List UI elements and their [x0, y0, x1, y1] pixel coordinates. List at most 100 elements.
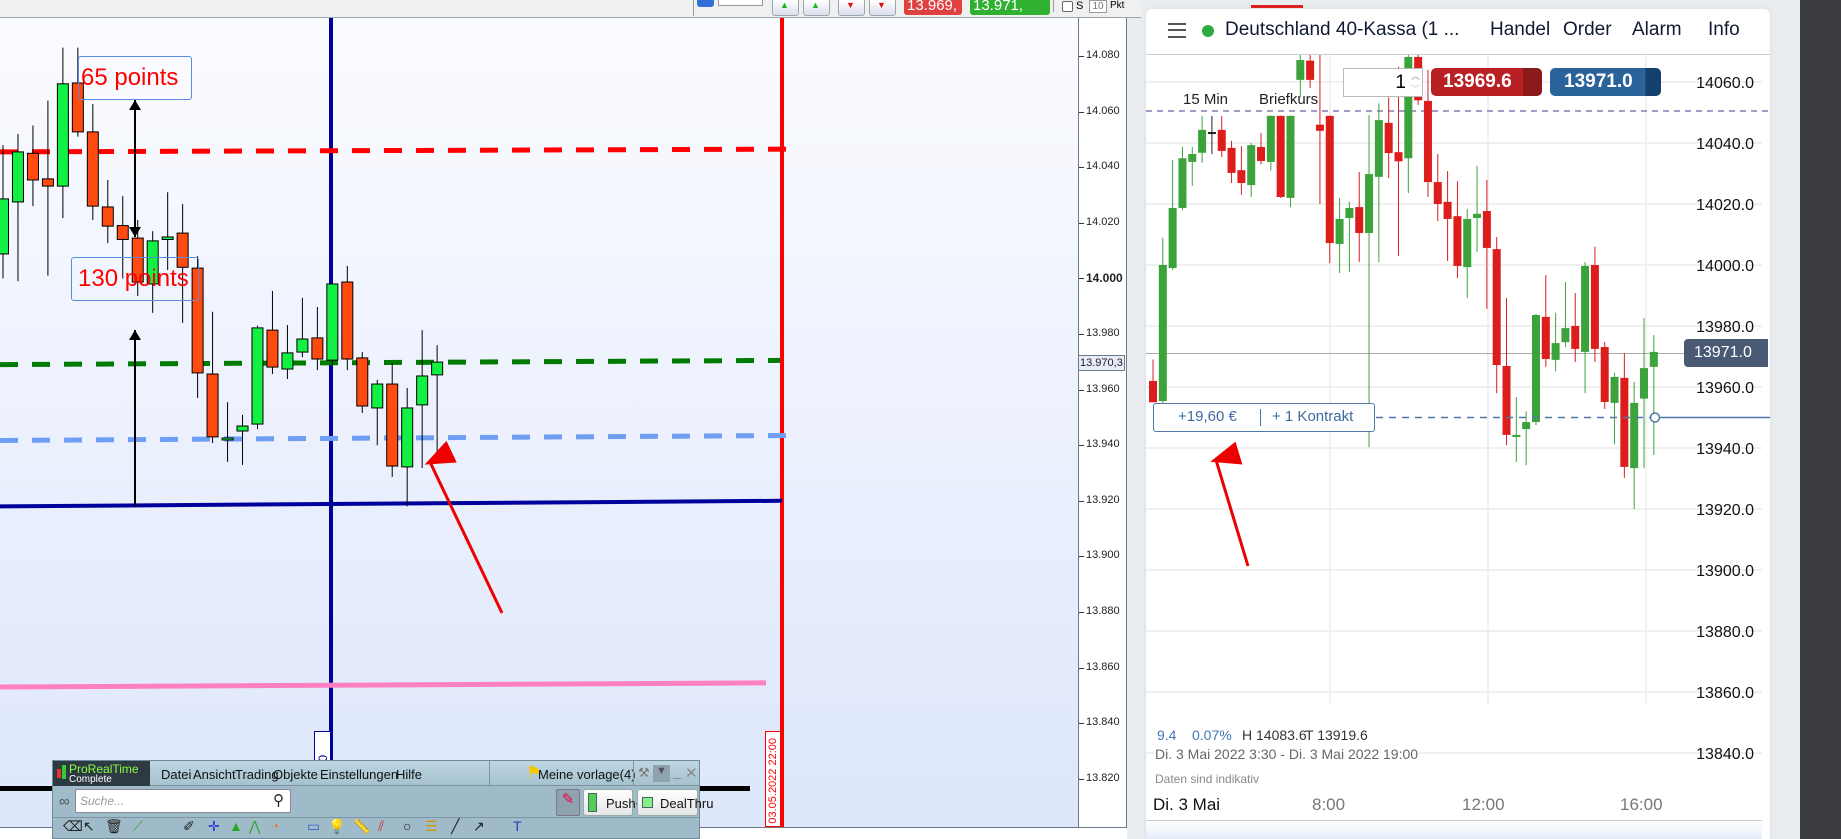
- arrow-icon[interactable]: ↗: [473, 818, 485, 834]
- triangle-icon[interactable]: ▲: [229, 818, 243, 834]
- price-axis[interactable]: 14.080 14.060 14.040 14.020 14.000 13.980 13.9…: [1078, 18, 1127, 827]
- hamburger-menu-icon[interactable]: [1168, 23, 1186, 38]
- buy-price-button[interactable]: 13.971,: [970, 0, 1050, 15]
- quantity-input[interactable]: [718, 0, 763, 6]
- pin-icon[interactable]: ▼: [653, 765, 670, 782]
- fibonacci-icon[interactable]: ⋀: [249, 818, 261, 834]
- ellipse-icon[interactable]: ○: [403, 818, 412, 834]
- tab-info[interactable]: Info: [1708, 19, 1740, 40]
- axis-tick: [1079, 556, 1084, 558]
- menu-ansicht[interactable]: Ansicht: [193, 767, 236, 782]
- menu-datei[interactable]: Datei: [161, 767, 192, 782]
- dealthru-icon: [642, 797, 653, 808]
- candle-down: [1315, 124, 1324, 131]
- quantity-stepper[interactable]: 1 ︿ ﹀: [1343, 68, 1423, 97]
- horizontal-level-line: [0, 146, 791, 155]
- channel-icon[interactable]: ⫽: [378, 818, 385, 834]
- price-type-selector[interactable]: Briefkurs: [1259, 91, 1319, 108]
- prorealtime-chart[interactable]: 65 points 130 points 4:30 03.05.2022 22:…: [0, 18, 1078, 827]
- paint-icon[interactable]: ✐: [183, 818, 195, 834]
- candle-down: [176, 232, 189, 268]
- buy-limit-button[interactable]: ▲: [803, 0, 830, 16]
- circle-add-icon[interactable]: ◔: [271, 818, 280, 834]
- dealthru-button[interactable]: DealThru: [637, 789, 713, 816]
- candle-up: [371, 383, 384, 409]
- measure-arrow-down-head: [129, 227, 141, 237]
- add-point-icon[interactable]: ✛: [208, 818, 220, 834]
- line-icon[interactable]: ╱: [451, 818, 460, 834]
- chevron-down-icon[interactable]: ﹀: [1410, 84, 1420, 94]
- menu-einstellungen[interactable]: Einstellungen: [320, 767, 399, 782]
- menu-trading[interactable]: Trading: [235, 767, 279, 782]
- candle-down: [1227, 147, 1236, 173]
- annotation-65-points[interactable]: 65 points: [78, 56, 192, 100]
- current-price-label: 13.970,3: [1078, 355, 1125, 371]
- sell-button[interactable]: 13969.6: [1431, 68, 1542, 96]
- trash-icon[interactable]: 🗑: [105, 818, 123, 834]
- sell-limit-button[interactable]: ▼: [869, 0, 896, 16]
- window-title-bar[interactable]: [53, 761, 699, 786]
- points-input[interactable]: 10: [1089, 0, 1107, 13]
- ruler-icon[interactable]: 📏: [353, 818, 371, 834]
- arrow-down-icon: ▼: [877, 0, 886, 10]
- candle-down: [1423, 100, 1432, 183]
- trendline-icon[interactable]: ⟋: [133, 818, 143, 834]
- menu-hilfe[interactable]: Hilfe: [396, 767, 423, 782]
- minimize-icon[interactable]: _: [673, 763, 681, 779]
- s-checkbox[interactable]: [1062, 1, 1073, 12]
- rectangle-icon[interactable]: ▭: [307, 818, 321, 834]
- eraser-icon[interactable]: ⌫: [63, 818, 83, 834]
- horizontal-lines-icon[interactable]: ☰: [425, 818, 438, 834]
- candle-down: [41, 178, 54, 187]
- arrow-down-icon: ▼: [846, 0, 855, 10]
- timeframe-selector[interactable]: 15 Min: [1183, 91, 1229, 108]
- candle-up: [281, 352, 294, 370]
- candlestick-chart[interactable]: 14060.0 14040.0 14020.0 14000.0 13980.0 13960…: [1146, 55, 1770, 825]
- candle-down: [1433, 182, 1442, 204]
- push-plus-button[interactable]: Push+: [583, 789, 643, 816]
- menu-objekte[interactable]: Objekte: [273, 767, 318, 782]
- background-window: [1800, 0, 1841, 839]
- price-tick-label: 14.000: [1086, 271, 1123, 286]
- candle-down: [1492, 249, 1501, 366]
- buy-button[interactable]: 13971.0: [1550, 68, 1661, 96]
- link-icon[interactable]: ∞: [59, 793, 70, 810]
- annotation-130-points[interactable]: 130 points: [71, 257, 199, 301]
- search-icon[interactable]: ⚲: [273, 792, 284, 809]
- axis-tick: [1079, 334, 1084, 335]
- text-icon[interactable]: T: [513, 818, 522, 834]
- candle-down: [311, 337, 324, 360]
- candlestick-chart[interactable]: [0, 18, 1078, 827]
- wrench-icon[interactable]: ⚒: [638, 765, 650, 780]
- candle-down: [1443, 201, 1452, 219]
- position-box[interactable]: +19,60 € + 1 Kontrakt: [1153, 403, 1375, 432]
- candle-down: [1541, 316, 1550, 359]
- close-icon[interactable]: ✕: [685, 765, 698, 782]
- candle-up: [251, 327, 264, 425]
- candle-up: [1522, 422, 1531, 430]
- search-input[interactable]: Suche... ⚲: [75, 789, 291, 813]
- sell-price-button[interactable]: 13.969,: [904, 0, 962, 15]
- instrument-title[interactable]: Deutschland 40-Kassa (1 ...: [1225, 19, 1460, 40]
- price-tick-label: 14.080: [1086, 49, 1120, 61]
- candle-down: [1306, 60, 1315, 80]
- sell-market-button[interactable]: ▼: [838, 0, 865, 16]
- logo-candle-icon: [62, 765, 66, 779]
- horizontal-level-line: [0, 357, 781, 368]
- template-selector[interactable]: Meine vorlage(4): [538, 767, 636, 782]
- candle-up: [1581, 265, 1590, 352]
- chevron-up-icon[interactable]: ︿: [1410, 71, 1420, 81]
- candle-up: [1207, 132, 1216, 135]
- cursor-icon[interactable]: ↖: [83, 818, 95, 834]
- tab-handel[interactable]: Handel: [1490, 19, 1551, 40]
- price-tick-label: 13.980: [1086, 327, 1120, 339]
- drawing-mode-icon[interactable]: ✎: [556, 789, 580, 816]
- tab-order[interactable]: Order: [1563, 19, 1612, 40]
- tab-alarm[interactable]: Alarm: [1632, 19, 1682, 40]
- flag-icon[interactable]: ⚑: [526, 763, 542, 782]
- alert-bulb-icon[interactable]: 💡: [328, 818, 346, 834]
- keyboard-icon[interactable]: [697, 0, 714, 7]
- buy-market-button[interactable]: ▲: [772, 0, 799, 16]
- chart-navigator[interactable]: [1146, 820, 1762, 839]
- measure-arrow-up-head: [129, 100, 141, 110]
